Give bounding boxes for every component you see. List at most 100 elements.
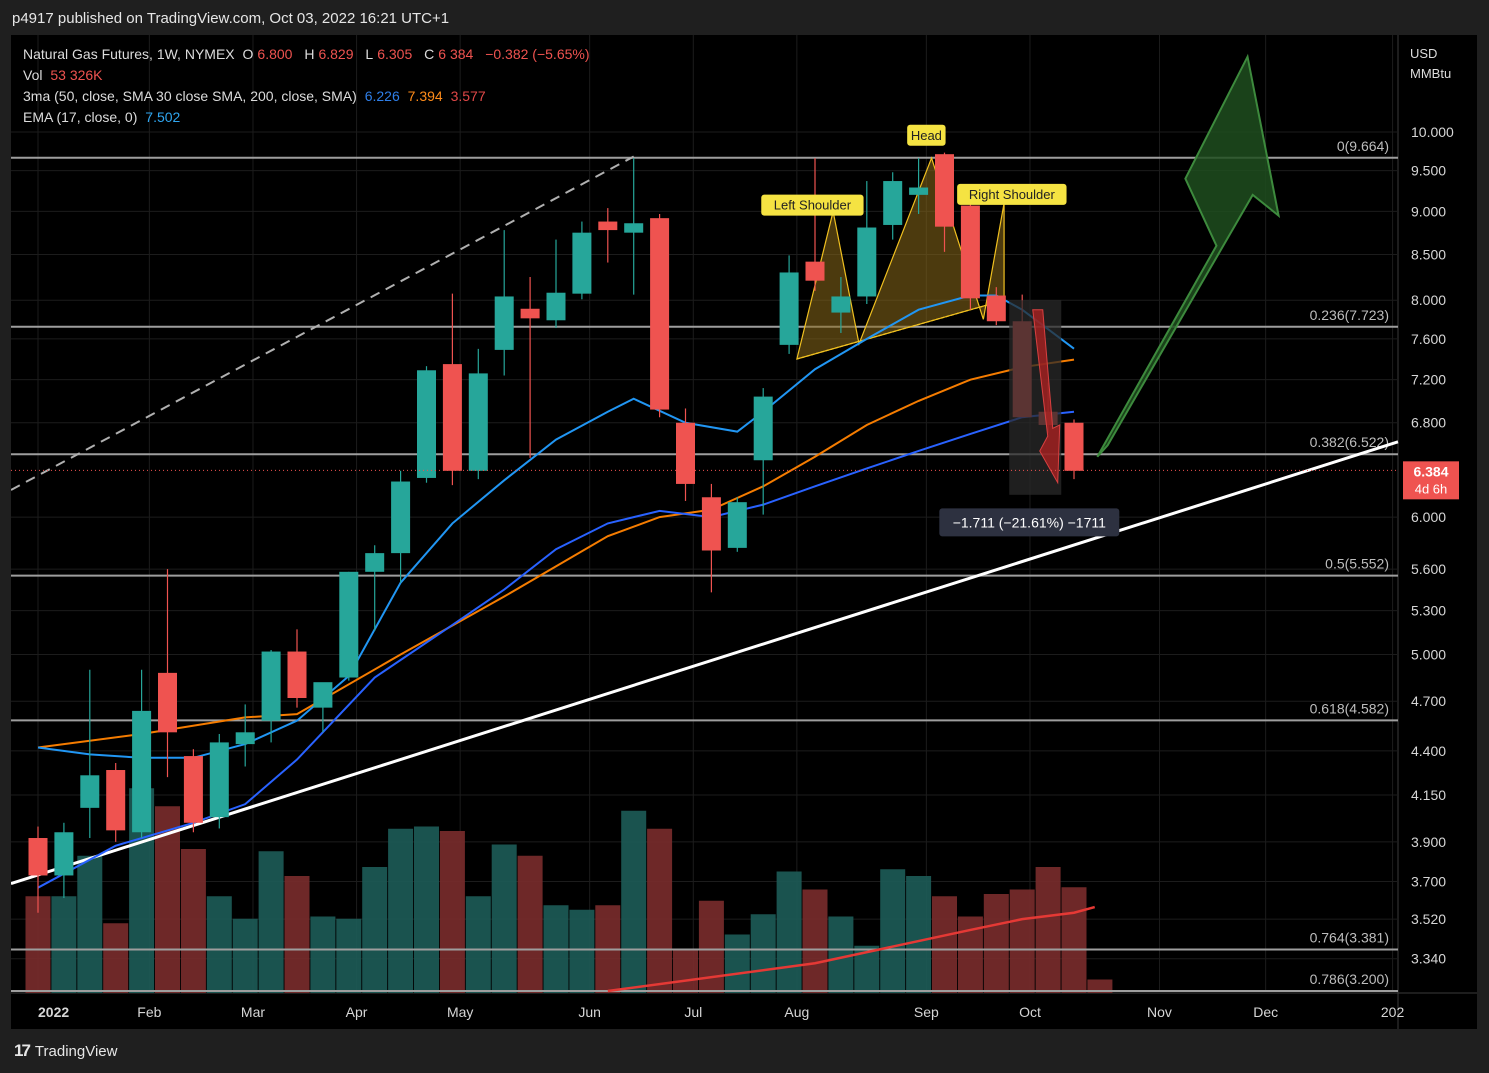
candle-body xyxy=(442,364,462,471)
candle-body xyxy=(701,497,721,551)
volume-bar xyxy=(906,876,932,993)
legend-c-label: C xyxy=(424,46,435,62)
candle-body xyxy=(572,232,592,294)
price-tick-label: 8.500 xyxy=(1411,247,1446,263)
candle-body xyxy=(417,370,436,478)
volume-bar xyxy=(439,831,465,993)
candle-body xyxy=(520,308,540,319)
volume-bar xyxy=(1087,979,1113,993)
price-tick-label: 9.500 xyxy=(1411,163,1446,179)
price-tick-label: 4.150 xyxy=(1411,787,1446,803)
volume-bar xyxy=(983,894,1009,993)
candle-body xyxy=(753,396,773,461)
volume-bar xyxy=(932,896,957,993)
trend-lines xyxy=(10,155,1399,886)
candle-body xyxy=(183,756,203,823)
price-tick-label: 7.600 xyxy=(1411,331,1446,347)
chart-panel[interactable]: 0(9.664) 0.236(7.723) 0.382(6.522) 0.5(5.55… xyxy=(10,35,1477,1029)
fib-level-label: 0.382(6.522) xyxy=(1310,434,1389,450)
axis-unit: USD MMBtu xyxy=(1410,44,1451,84)
price-marker-bg xyxy=(1403,461,1459,500)
candle-body xyxy=(106,770,126,831)
volume-bar xyxy=(491,844,517,993)
candle-body xyxy=(883,181,903,225)
candle-body xyxy=(909,187,929,195)
sma200-line xyxy=(607,905,1096,993)
time-tick-label: May xyxy=(447,1004,473,1020)
time-axis: 2022 Feb Mar Apr May Jun Jul Aug Sep Oct Nov Dec 202 xyxy=(38,1004,1404,1020)
legend-volume-row: Vol 53 326K xyxy=(23,65,594,86)
volume-bar xyxy=(362,867,388,993)
ema17-line xyxy=(37,294,1075,759)
candle-body xyxy=(339,571,359,678)
channel-dashed-line xyxy=(10,155,635,491)
candle-body xyxy=(1064,422,1084,471)
candle-body xyxy=(779,272,799,345)
price-chart[interactable]: 0(9.664) 0.236(7.723) 0.382(6.522) 0.5(5.55… xyxy=(10,35,1477,1029)
axis-currency: USD xyxy=(1410,46,1438,61)
volume-bar xyxy=(776,871,802,993)
candle-body xyxy=(650,218,670,410)
candle-body xyxy=(960,205,980,299)
price-tick-label: 5.300 xyxy=(1411,603,1446,619)
candle-body xyxy=(80,775,100,808)
candle-body xyxy=(935,154,954,227)
sma50-line xyxy=(37,410,1075,889)
legend-o-label: O xyxy=(242,46,254,62)
time-tick-label: 2022 xyxy=(38,1004,69,1020)
support-trendline xyxy=(10,440,1399,886)
volume-bar xyxy=(206,896,232,993)
price-tick-label: 3.900 xyxy=(1411,834,1446,850)
candle-body xyxy=(287,651,307,698)
candle-body xyxy=(28,838,48,876)
candle-body xyxy=(132,710,152,833)
legend-ma1: 6.226 xyxy=(364,88,400,104)
volume-bar xyxy=(103,923,129,993)
volume-bar xyxy=(284,876,310,993)
tradingview-brand[interactable]: 17 TradingView xyxy=(14,1041,117,1061)
price-tick-label: 6.000 xyxy=(1411,509,1446,525)
price-marker-countdown: 4d 6h xyxy=(1415,481,1448,496)
candle-body xyxy=(831,296,851,313)
chart-labels: Left Shoulder Head Right Shoulder −1.711 (−… xyxy=(11,124,1398,537)
volume-bar xyxy=(1035,867,1061,993)
volume-bar xyxy=(310,916,336,993)
time-tick-label: Sep xyxy=(914,1004,939,1020)
volume-bar xyxy=(51,896,77,993)
candle-body xyxy=(986,295,1006,322)
candle-body xyxy=(235,732,255,745)
time-tick-label: Aug xyxy=(784,1004,809,1020)
candle-body xyxy=(209,742,229,818)
price-tick-label: 7.200 xyxy=(1411,372,1446,388)
candle-body xyxy=(805,261,825,281)
legend-c-value: 6 384 xyxy=(438,46,474,62)
time-tick-label: Oct xyxy=(1019,1004,1041,1020)
legend-ma2: 7.394 xyxy=(407,88,443,104)
volume-bars xyxy=(25,788,1113,993)
price-tick-label: 3.340 xyxy=(1411,951,1446,967)
right-shoulder-label: Right Shoulder xyxy=(969,187,1056,202)
time-tick-label: Apr xyxy=(346,1004,368,1020)
candle-body xyxy=(54,832,74,876)
brand-label: TradingView xyxy=(34,1042,118,1060)
candle-body xyxy=(391,481,411,554)
legend-h-value: 6.829 xyxy=(318,46,354,62)
time-tick-label: 202 xyxy=(1381,1004,1405,1020)
fib-level-label: 0.5(5.552) xyxy=(1325,556,1389,572)
candle-body xyxy=(727,502,747,548)
projection-arrows xyxy=(1009,53,1281,495)
candle-body xyxy=(261,651,281,721)
price-tick-label: 4.700 xyxy=(1411,693,1446,709)
price-marker-value: 6.384 xyxy=(1413,463,1448,479)
volume-bar xyxy=(180,849,206,993)
time-tick-label: Jul xyxy=(684,1004,702,1020)
publisher-line: p4917 published on TradingView.com, Oct … xyxy=(12,10,450,27)
volume-bar xyxy=(569,909,595,993)
volume-bar xyxy=(517,855,543,993)
candle-body xyxy=(546,292,566,321)
legend-h-label: H xyxy=(304,46,315,62)
time-tick-label: Dec xyxy=(1253,1004,1278,1020)
volume-bar xyxy=(258,851,284,993)
tradingview-logo-icon: 17 xyxy=(14,1041,31,1060)
